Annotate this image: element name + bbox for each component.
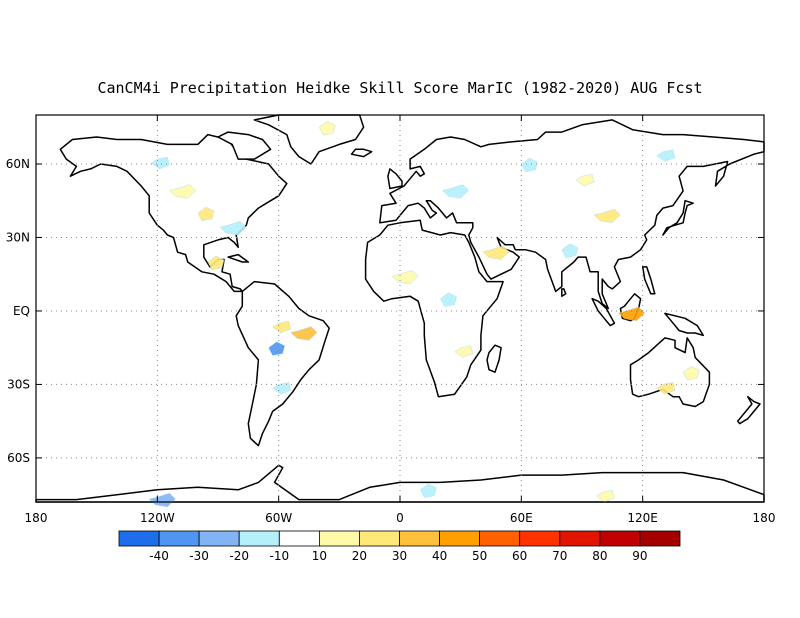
skill-patch xyxy=(219,221,247,236)
landmass-eurasia xyxy=(379,119,765,310)
skill-patch xyxy=(419,483,437,498)
y-tick-label: 30S xyxy=(7,377,30,391)
skill-patch xyxy=(618,306,645,321)
skill-patch xyxy=(575,174,595,187)
skill-patch xyxy=(656,382,676,395)
colorbar-swatch xyxy=(158,530,200,547)
colorbar-swatch xyxy=(278,530,320,547)
landmass-new-guinea xyxy=(664,312,705,337)
landmass-iceland xyxy=(350,148,373,158)
x-tick-label: 180 xyxy=(753,511,776,525)
skill-patch xyxy=(521,157,538,173)
skill-patches xyxy=(148,121,700,508)
colorbar-swatch xyxy=(599,530,641,547)
colorbar-swatch xyxy=(118,530,160,547)
colorbar-label: 70 xyxy=(552,549,567,563)
skill-patch xyxy=(595,489,615,503)
y-tick-label: EQ xyxy=(13,304,30,318)
y-axis-ticks: 60N 30N EQ 30S 60S xyxy=(6,157,764,465)
colorbar-label: 50 xyxy=(472,549,487,563)
skill-patch xyxy=(391,270,419,285)
colorbar-swatch xyxy=(358,530,400,547)
x-tick-label: 60W xyxy=(265,511,292,525)
landmass-new-zealand xyxy=(736,395,761,425)
landmass-britain xyxy=(387,168,403,190)
colorbar-label: 30 xyxy=(392,549,407,563)
x-tick-label: 120E xyxy=(627,511,658,525)
landmass-antarctica xyxy=(35,464,765,503)
landmass-sri-lanka xyxy=(561,288,567,298)
colorbar-swatch xyxy=(238,530,280,547)
x-tick-label: 0 xyxy=(396,511,404,525)
colorbar-label: 40 xyxy=(432,549,447,563)
landmass-cuba xyxy=(227,253,250,263)
y-tick-label: 30N xyxy=(6,230,30,244)
x-tick-label: 120W xyxy=(140,511,175,525)
skill-patch xyxy=(268,341,285,356)
skill-patch xyxy=(150,156,170,170)
x-axis-ticks: 180 120W 60W 0 60E 120E 180 xyxy=(25,115,776,525)
colorbar-label: 80 xyxy=(592,549,607,563)
colorbar-swatch xyxy=(399,530,440,547)
colorbar-label: -30 xyxy=(189,549,209,563)
colorbar-label: -20 xyxy=(229,549,249,563)
colorbar-swatch xyxy=(318,530,360,547)
skill-patch xyxy=(656,149,676,162)
skill-patch xyxy=(442,184,470,199)
colorbar-swatch xyxy=(479,530,521,547)
colorbar-swatch xyxy=(519,530,561,547)
map-title: CanCM4i Precipitation Heidke Skill Score… xyxy=(97,79,702,97)
skill-patch xyxy=(561,243,579,258)
landmass-philippines xyxy=(641,266,656,295)
x-tick-label: 60E xyxy=(510,511,533,525)
skill-patch xyxy=(682,366,700,381)
colorbar-label: 60 xyxy=(512,549,527,563)
landmass-baffin-island xyxy=(217,131,272,160)
skill-patch xyxy=(272,382,292,395)
landmass-sumatra xyxy=(591,297,616,327)
colorbar-label: 90 xyxy=(632,549,647,563)
skill-patch xyxy=(290,326,318,341)
landmass-south-america xyxy=(235,280,330,447)
skill-patch xyxy=(272,320,292,334)
colorbar-swatch xyxy=(559,530,601,547)
skill-patch xyxy=(197,206,215,222)
colorbar-label: 20 xyxy=(352,549,367,563)
skill-patch xyxy=(318,121,336,136)
skill-patch xyxy=(169,184,197,199)
landmass-australia xyxy=(629,337,711,408)
x-tick-label: 180 xyxy=(25,511,48,525)
skill-patch xyxy=(148,492,176,508)
colorbar-label: 10 xyxy=(312,549,327,563)
skill-patch xyxy=(440,292,457,307)
colorbar-swatch xyxy=(198,530,240,547)
skill-patch xyxy=(593,208,621,224)
colorbar-label: -10 xyxy=(269,549,289,563)
colorbar-label: -40 xyxy=(149,549,169,563)
landmass-japan xyxy=(662,199,694,236)
y-tick-label: 60S xyxy=(7,451,30,465)
y-tick-label: 60N xyxy=(6,157,30,171)
landmass-madagascar xyxy=(486,344,502,373)
skill-patch xyxy=(207,255,225,271)
skill-patch xyxy=(482,245,510,260)
colorbar-swatch xyxy=(439,530,481,547)
colorbar: -40 -30 -20 -10 10 20 30 40 50 60 70 80 90 xyxy=(118,530,681,563)
colorbar-swatch xyxy=(639,530,681,547)
skill-patch xyxy=(454,345,474,358)
map-panel: 180 120W 60W 0 60E 120E 180 60N 30N EQ 30S 60S xyxy=(6,114,776,525)
